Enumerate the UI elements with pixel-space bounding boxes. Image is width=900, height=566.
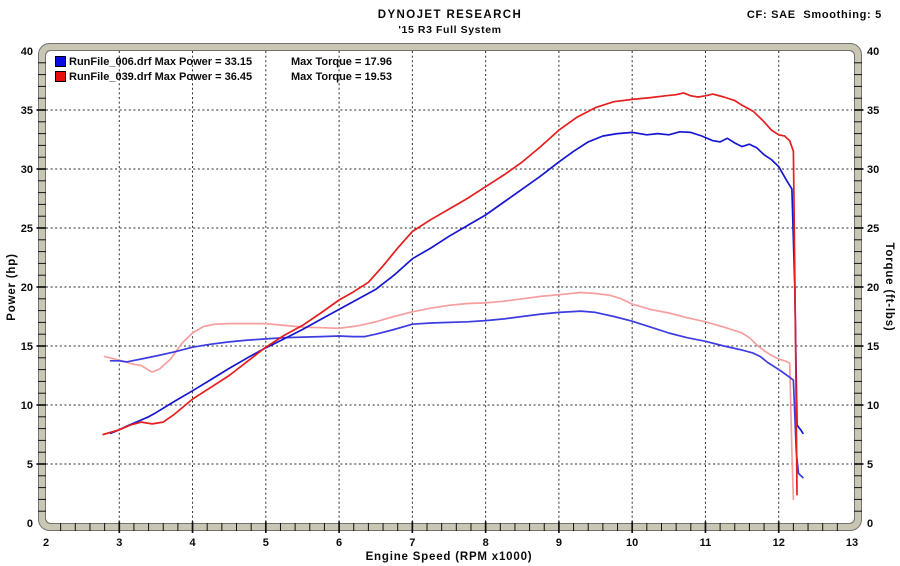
series-power_runfile006: [109, 130, 804, 435]
legend-row-runfile039: RunFile_039.drf Max Power = 36.45 Max To…: [55, 69, 392, 84]
y-tick-label-torque: 5: [867, 459, 873, 471]
series-torque_runfile006: [109, 310, 804, 479]
x-tick-label: 5: [263, 537, 269, 549]
axis-titles: Engine Speed (RPM x1000) Power (hp) Torque…: [6, 242, 895, 563]
y-tick-label-torque: 35: [867, 105, 879, 117]
x-tick-label: 13: [846, 537, 858, 549]
legend-row-runfile006: RunFile_006.drf Max Power = 33.15 Max To…: [55, 54, 392, 69]
y-tick-label-torque: 0: [867, 518, 873, 530]
legend: RunFile_006.drf Max Power = 33.15 Max To…: [55, 54, 392, 84]
x-tick-label: 3: [116, 537, 122, 549]
x-tick-label: 8: [483, 537, 489, 549]
y-tick-label-torque: 15: [867, 341, 879, 353]
correction-smoothing-info: CF: SAE Smoothing: 5: [746, 9, 882, 21]
y-tick-label-power: 0: [27, 518, 33, 530]
y-tick-label-power: 10: [21, 400, 33, 412]
x-tick-label: 10: [626, 537, 638, 549]
y-tick-label-power: 15: [21, 341, 33, 353]
y-tick-label-torque: 20: [867, 282, 879, 294]
x-tick-label: 7: [409, 537, 415, 549]
x-tick-label: 2: [43, 537, 49, 549]
series-power_runfile039: [102, 92, 798, 496]
y-tick-label-power: 40: [21, 46, 33, 58]
legend-file-name: RunFile_006.drf: [69, 55, 152, 68]
y-tick-label-power: 25: [21, 223, 33, 235]
legend-max-torque: Max Torque = 17.96: [291, 55, 392, 68]
x-tick-label: 11: [700, 537, 712, 549]
x-tick-label: 12: [773, 537, 785, 549]
legend-file-name: RunFile_039.drf: [69, 70, 152, 83]
legend-file-power-label: RunFile_006.drf Max Power = 33.15: [69, 56, 291, 68]
page-subtitle: '15 R3 Full System: [398, 24, 502, 36]
axis-label-power: Power (hp): [6, 253, 18, 320]
grid-lines: [46, 51, 852, 523]
axis-band-fill: [38, 43, 862, 531]
page-title: DYNOJET RESEARCH: [377, 9, 523, 21]
legend-swatch-blue: [55, 56, 66, 67]
legend-swatch-red: [55, 71, 66, 82]
legend-max-power: Max Power = 33.15: [154, 55, 253, 68]
curves: [102, 92, 804, 501]
y-tick-label-torque: 25: [867, 223, 879, 235]
x-tick-label: 9: [556, 537, 562, 549]
y-tick-label-power: 5: [27, 459, 33, 471]
axis-ticks: [36, 62, 864, 533]
y-tick-label-power: 20: [21, 282, 33, 294]
legend-file-power-label: RunFile_039.drf Max Power = 36.45: [69, 71, 291, 83]
y-tick-label-torque: 40: [867, 46, 879, 58]
axis-label-engine-speed: Engine Speed (RPM x1000): [366, 551, 533, 563]
y-tick-label-power: 30: [21, 164, 33, 176]
x-tick-label: 6: [336, 537, 342, 549]
y-tick-label-torque: 10: [867, 400, 879, 412]
legend-max-power: Max Power = 36.45: [154, 70, 253, 83]
y-tick-label-power: 35: [21, 105, 33, 117]
series-torque_runfile039: [103, 291, 795, 501]
tick-labels: 2 3 4 5 6 7 8 9 10 11 12 13 0 0 5 5 10 10 15 15 20 20 25 25 30 30…: [21, 46, 880, 549]
axis-label-torque: Torque (ft-lbs): [883, 242, 895, 331]
legend-max-torque: Max Torque = 19.53: [291, 70, 392, 83]
y-tick-label-torque: 30: [867, 164, 879, 176]
x-tick-label: 4: [189, 537, 196, 549]
